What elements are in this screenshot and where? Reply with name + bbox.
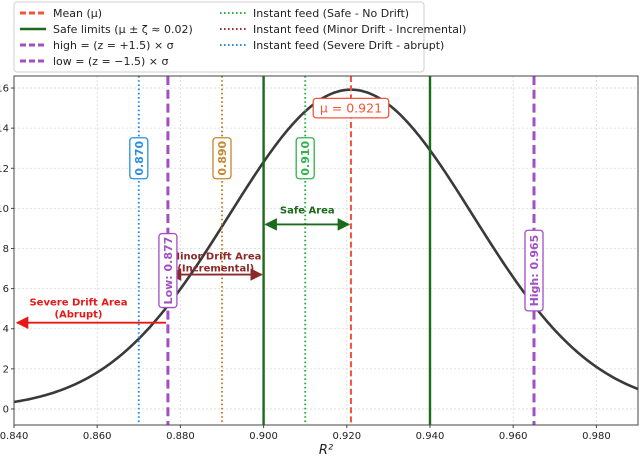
- value-label-box: [129, 137, 149, 180]
- x-tick-label: 0.880: [166, 431, 195, 442]
- x-tick-label: 0.920: [332, 431, 361, 442]
- value-label-text: μ = 0.921: [320, 101, 382, 116]
- value-label: 0.890: [212, 137, 232, 180]
- value-label-box: [212, 137, 232, 180]
- area-annotation: (Abrupt): [54, 310, 102, 321]
- legend-label: Instant feed (Severe Drift - abrupt): [253, 39, 444, 52]
- legend-label: Instant feed (Minor Drift - Incremental): [253, 23, 466, 36]
- x-tick-label: 0.860: [83, 431, 112, 442]
- legend-label: low = (z = −1.5) × σ: [53, 55, 168, 68]
- grid-lines: [13, 76, 638, 425]
- value-label-text: 0.910: [299, 140, 312, 175]
- axis-ticks-layer: 0.840 0.860 0.880 0.900 0.920 0.940 0.960 0.980…: [0, 84, 611, 442]
- value-label-box: [158, 232, 178, 309]
- area-annotation: (Incremental): [177, 264, 254, 275]
- value-label-text: Low: 0.877: [162, 237, 175, 305]
- legend-label: Instant feed (Safe - No Drift): [253, 7, 409, 20]
- x-tick-label: 0.980: [582, 431, 611, 442]
- value-label: 0.870: [129, 137, 149, 180]
- plot-frame: [13, 75, 639, 426]
- x-tick-label: 0.900: [249, 431, 278, 442]
- value-label-text: 0.870: [133, 140, 146, 175]
- x-tick-label: 0.840: [0, 431, 28, 442]
- drift-area-arrows-layer: Safe Area Minor Drift Area(Incremental) Se…: [15, 205, 351, 330]
- y-tick-label: 14: [0, 124, 9, 135]
- value-label: Low: 0.877: [158, 232, 178, 309]
- value-label-box: [295, 137, 315, 180]
- value-label-text: High: 0.965: [528, 235, 541, 307]
- value-label-text: 0.890: [216, 140, 229, 175]
- y-tick-label: 16: [0, 84, 9, 95]
- value-label-box: [312, 97, 390, 119]
- area-annotation: Safe Area: [280, 205, 335, 216]
- value-label-box: [524, 229, 544, 312]
- value-label: High: 0.965: [524, 229, 544, 312]
- legend-label: high = (z = +1.5) × σ: [53, 39, 174, 52]
- y-tick-label: 0: [3, 404, 9, 415]
- line-value-labels-layer: 0.870 0.890 0.910 μ = 0.921 Low: 0.877 High: …: [129, 97, 544, 312]
- y-tick-label: 10: [0, 204, 9, 215]
- y-tick-label: 12: [0, 164, 9, 175]
- legend-label: Mean (μ): [53, 7, 102, 20]
- y-tick-label: 4: [3, 324, 9, 335]
- x-axis-label: R²: [319, 443, 333, 457]
- legend-label: Safe limits (μ ± ζ ≈ 0.02): [53, 23, 193, 36]
- y-tick-label: 6: [3, 284, 9, 295]
- legend-box: [13, 1, 425, 73]
- area-annotation: Minor Drift Area: [170, 252, 261, 263]
- value-label: 0.910: [295, 137, 315, 180]
- legend: Mean (μ) Safe limits (μ ± ζ ≈ 0.02) high =…: [13, 1, 466, 73]
- x-tick-label: 0.940: [416, 431, 445, 442]
- area-annotation: Severe Drift Area: [29, 298, 127, 309]
- value-label: μ = 0.921: [312, 97, 390, 119]
- y-tick-label: 2: [3, 364, 9, 375]
- x-tick-label: 0.960: [499, 431, 528, 442]
- y-tick-label: 8: [3, 244, 9, 255]
